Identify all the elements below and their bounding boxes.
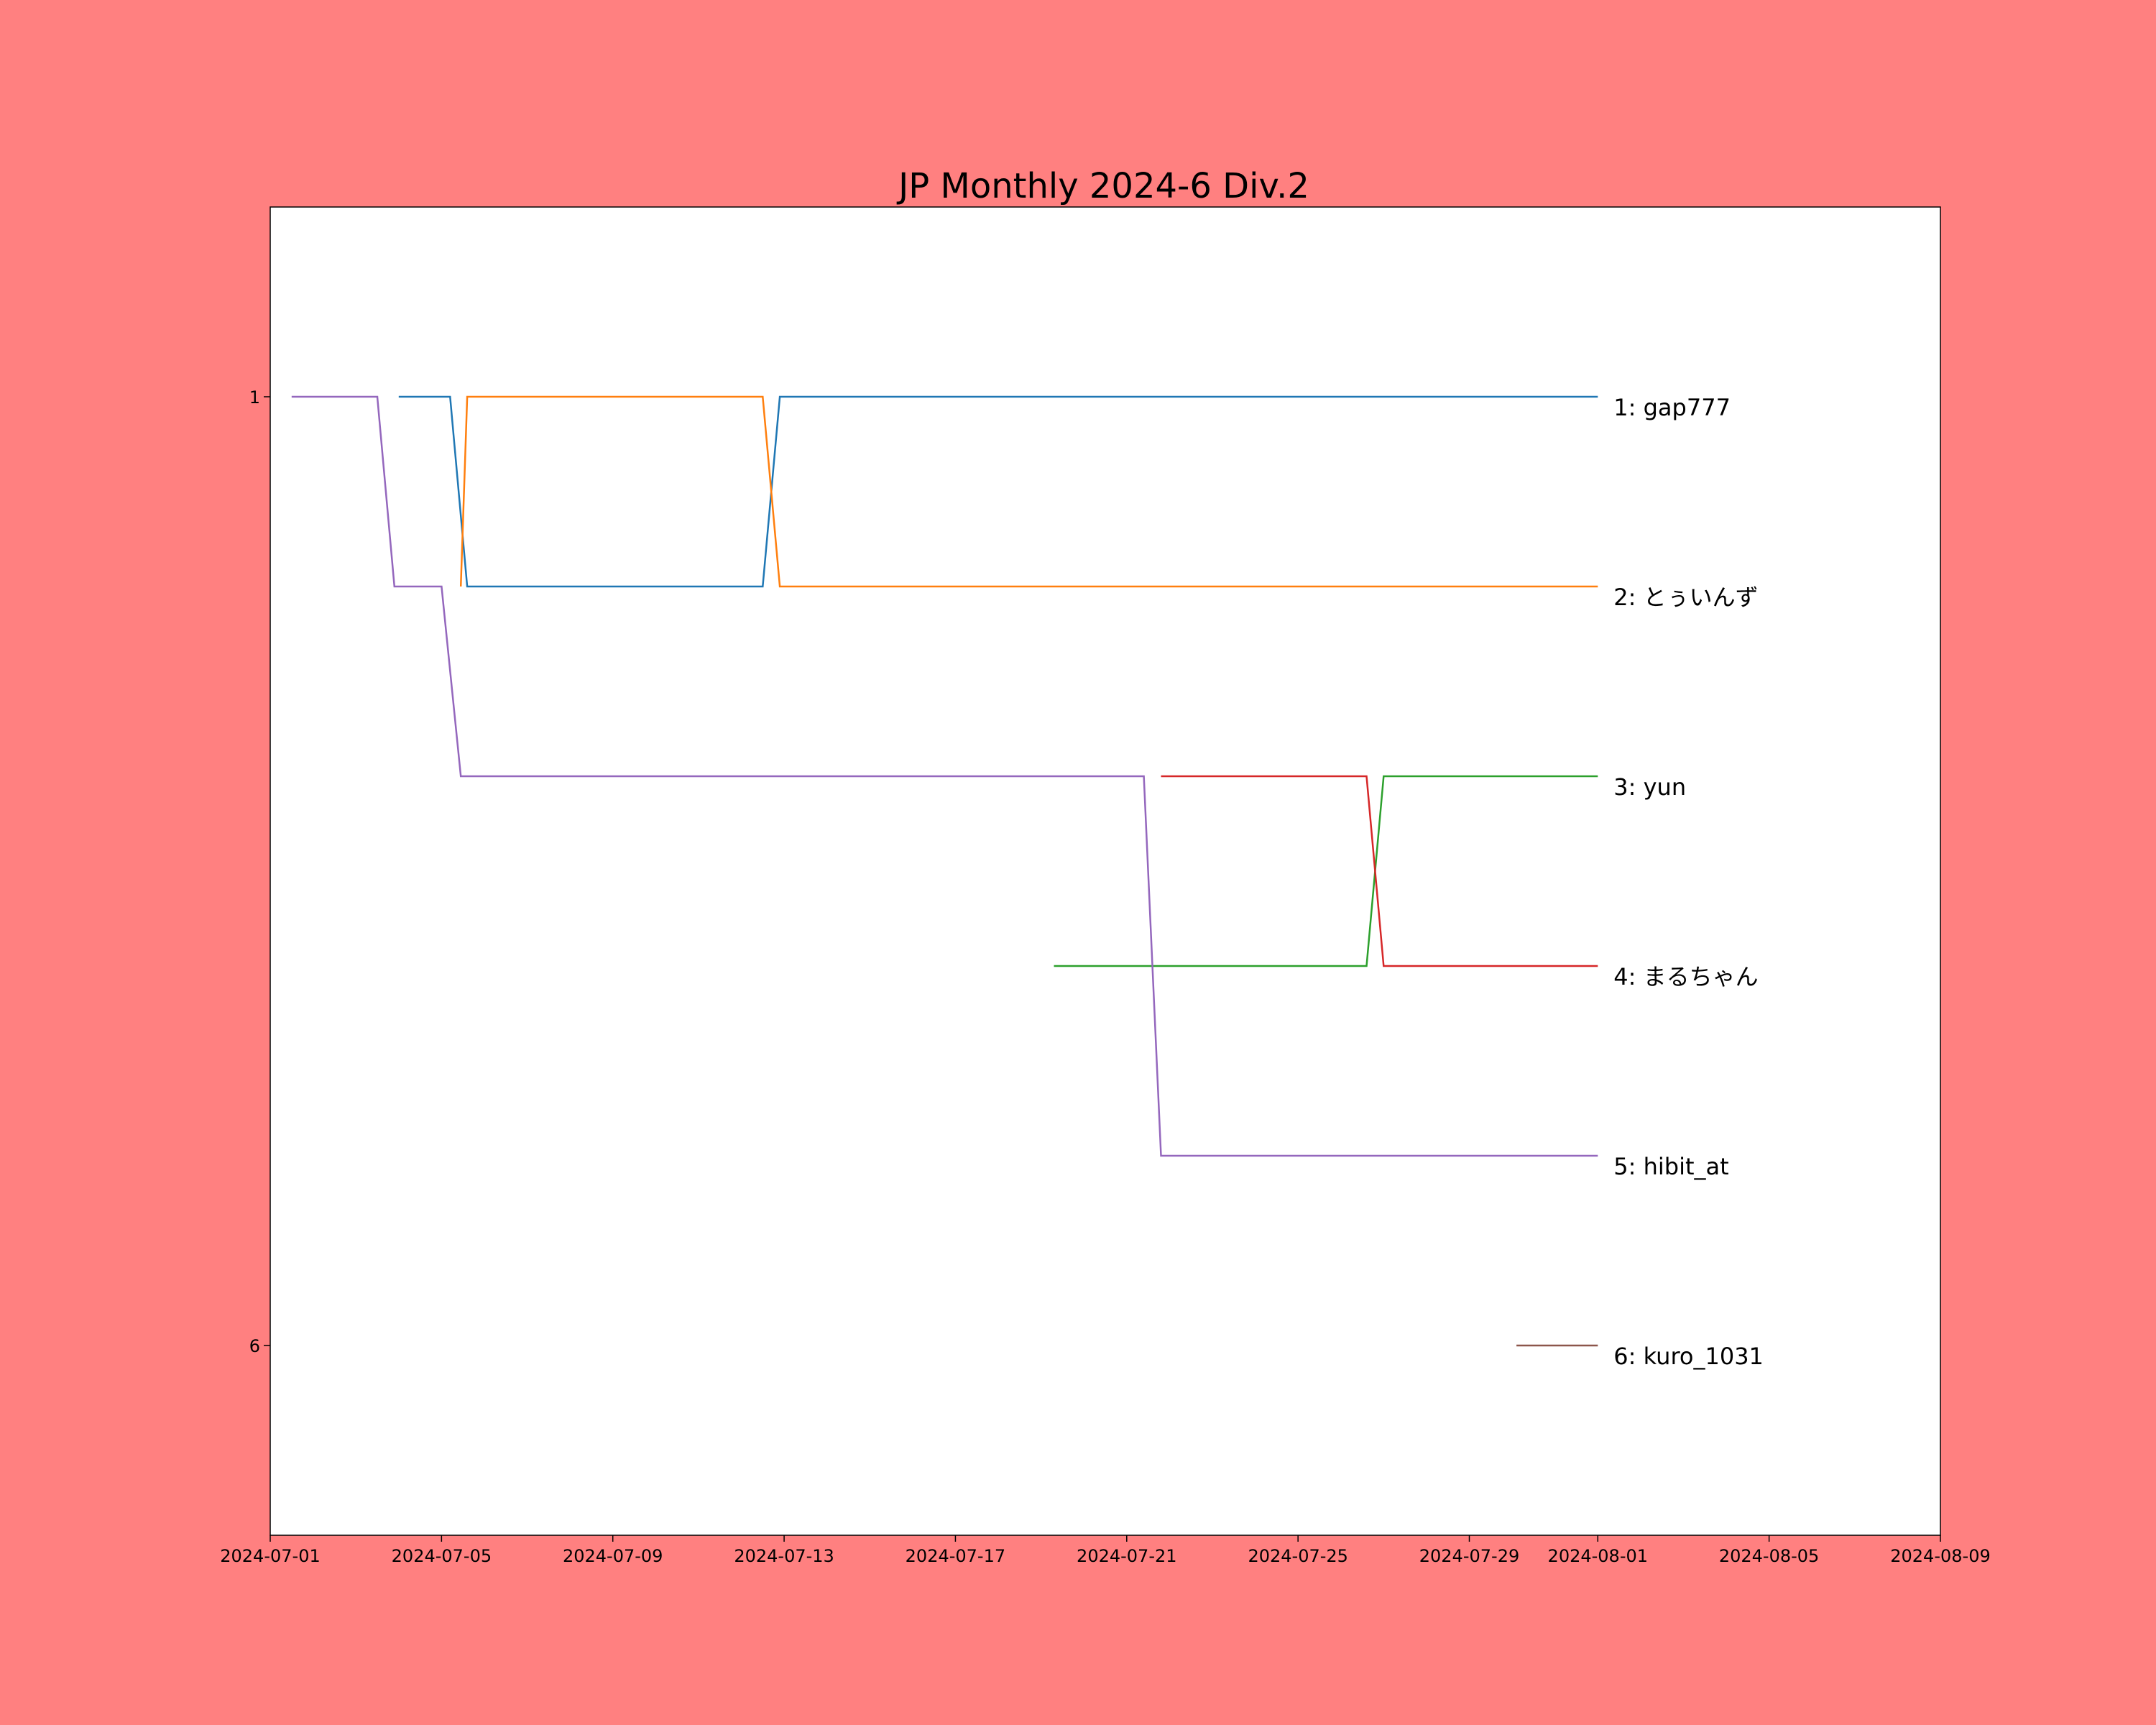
x-tick-label: 2024-08-05 xyxy=(1719,1546,1819,1566)
y-tick-label: 1 xyxy=(249,387,260,408)
series-label-5: 5: hibit_at xyxy=(1613,1153,1728,1180)
x-tick-label: 2024-07-01 xyxy=(220,1546,320,1566)
x-tick-label: 2024-07-25 xyxy=(1248,1546,1348,1566)
chart-title: JP Monthly 2024-6 Div.2 xyxy=(896,166,1309,206)
axis-layer: 2024-07-01 2024-07-05 2024-07-09 2024-07-13… xyxy=(220,387,1990,1566)
x-tick-label: 2024-07-09 xyxy=(563,1546,663,1566)
x-tick-label: 2024-07-13 xyxy=(734,1546,834,1566)
series-line-4 xyxy=(1161,775,1598,967)
plot-area xyxy=(270,206,1941,1536)
series-label-4: 4: まるちゃん xyxy=(1613,963,1758,990)
series-line-2 xyxy=(459,395,1598,588)
end-label-layer: 1: gap777 2: とぅいんず 3: yun 4: まるちゃん 5: hibit_… xyxy=(1613,394,1764,1370)
series-label-2: 2: とぅいんず xyxy=(1613,584,1758,611)
series-line-1 xyxy=(398,395,1598,588)
x-tick-label: 2024-07-29 xyxy=(1419,1546,1519,1566)
series-label-1: 1: gap777 xyxy=(1613,394,1731,421)
series-layer xyxy=(291,395,1598,1347)
series-label-3: 3: yun xyxy=(1613,773,1686,801)
x-tick-label: 2024-07-21 xyxy=(1077,1546,1176,1566)
series-line-5 xyxy=(291,395,1598,1157)
x-tick-label: 2024-08-09 xyxy=(1890,1546,1990,1566)
x-tick-label: 2024-07-05 xyxy=(392,1546,492,1566)
y-tick-label: 6 xyxy=(249,1336,260,1356)
x-tick-label: 2024-07-17 xyxy=(906,1546,1005,1566)
series-label-6: 6: kuro_1031 xyxy=(1613,1343,1764,1370)
x-tick-label: 2024-08-01 xyxy=(1548,1546,1648,1566)
